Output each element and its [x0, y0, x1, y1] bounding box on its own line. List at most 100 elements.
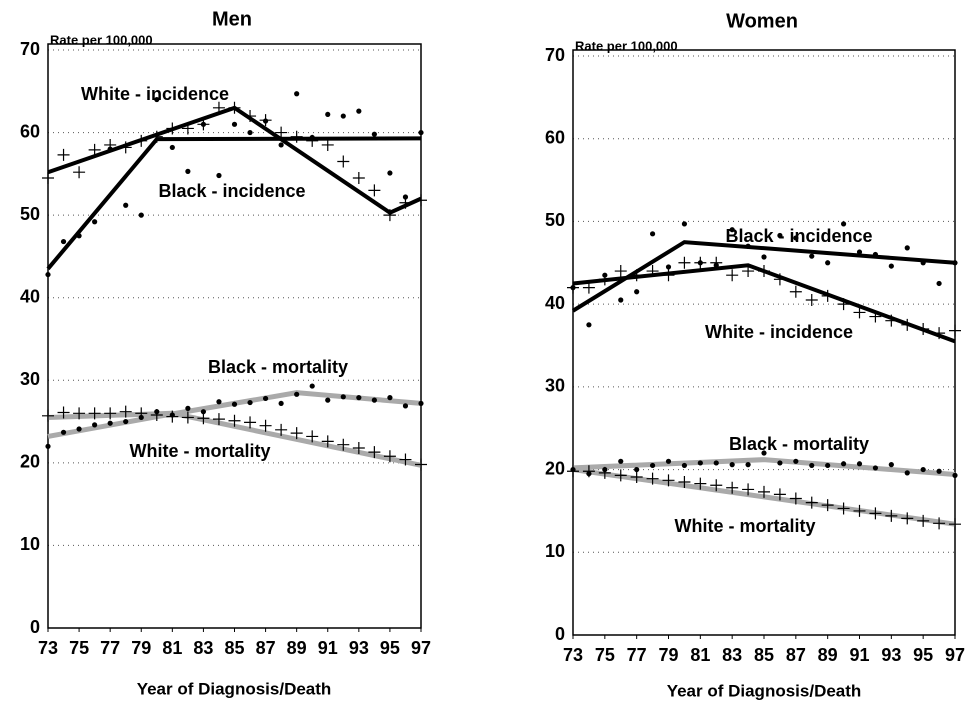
- plus-marker: [259, 419, 272, 432]
- x-tick-label: 73: [563, 645, 583, 665]
- x-tick-label: 81: [690, 645, 710, 665]
- y-tick-label: 40: [545, 293, 565, 313]
- plus-marker: [212, 101, 225, 114]
- dot-marker: [107, 146, 113, 152]
- dot-marker: [45, 443, 51, 449]
- dot-marker: [418, 400, 424, 407]
- x-tick-label: 77: [100, 638, 120, 658]
- dot-marker: [634, 289, 640, 295]
- plus-marker: [119, 141, 132, 154]
- plus-marker: [337, 438, 350, 451]
- plus-marker: [352, 441, 365, 454]
- chart-title: Women: [726, 10, 798, 32]
- plus-marker: [57, 148, 70, 161]
- y-tick-label: 30: [545, 376, 565, 396]
- dot-marker: [856, 461, 863, 467]
- plus-marker: [368, 184, 381, 197]
- x-tick-label: 97: [411, 638, 431, 658]
- plus-marker: [306, 430, 319, 443]
- x-tick-label: 81: [162, 638, 182, 658]
- plus-marker: [181, 122, 194, 135]
- plus-marker: [275, 126, 288, 139]
- x-tick-label: 83: [722, 645, 742, 665]
- dot-marker: [888, 263, 894, 269]
- dot-marker: [665, 264, 672, 270]
- plus-marker: [368, 446, 381, 459]
- dot-marker: [936, 280, 942, 287]
- dot-marker: [200, 121, 207, 127]
- x-tick-label: 85: [224, 638, 244, 658]
- dot-marker: [586, 322, 592, 328]
- plus-marker: [614, 469, 627, 482]
- dot-marker: [247, 399, 253, 406]
- x-tick-label: 93: [349, 638, 369, 658]
- plus-marker: [837, 502, 850, 515]
- plus-marker: [150, 130, 163, 143]
- plus-marker: [135, 134, 148, 147]
- y-tick-label: 30: [20, 369, 40, 389]
- dot-marker: [356, 395, 362, 401]
- y-tick-label: 60: [20, 121, 40, 141]
- plus-marker: [630, 471, 643, 484]
- dot-marker: [952, 260, 958, 266]
- plus-marker: [57, 406, 70, 419]
- plus-marker: [758, 485, 770, 498]
- dot-marker: [309, 134, 315, 141]
- x-tick-label: 91: [318, 638, 338, 658]
- dot-marker: [681, 221, 688, 227]
- y-tick-label: 60: [545, 127, 565, 147]
- plus-marker: [228, 414, 241, 427]
- dot-marker: [856, 249, 863, 255]
- plus-marker: [275, 423, 288, 436]
- plus-marker: [869, 507, 882, 520]
- x-tick-label: 75: [595, 645, 615, 665]
- plus-marker: [901, 512, 914, 525]
- dot-marker: [371, 131, 377, 137]
- dot-marker: [793, 235, 799, 241]
- dot-marker: [777, 232, 783, 239]
- panel: Men Rate per 100,000 Year of Diagnosis/Dea…: [20, 8, 431, 698]
- plus-marker: [901, 318, 914, 331]
- x-tick-label: 87: [786, 645, 806, 665]
- x-axis-label: Year of Diagnosis/Death: [137, 679, 332, 698]
- plus-marker: [933, 517, 946, 530]
- series-label: Black - incidence: [158, 181, 305, 201]
- dot-marker: [92, 219, 98, 225]
- dot-marker: [825, 260, 831, 266]
- x-tick-label: 73: [38, 638, 58, 658]
- plus-marker: [88, 143, 101, 156]
- y-tick-label: 0: [555, 624, 565, 644]
- plus-marker: [694, 477, 707, 490]
- dot-marker: [793, 458, 799, 464]
- plus-marker: [166, 410, 179, 423]
- dot-marker: [649, 231, 656, 237]
- x-tick-label: 97: [945, 645, 965, 665]
- plus-marker: [135, 407, 148, 420]
- dot-marker: [402, 403, 409, 409]
- plus-marker: [42, 409, 54, 422]
- series-label: Black - mortality: [729, 434, 869, 454]
- plus-marker: [244, 110, 257, 123]
- plus-marker: [383, 209, 396, 222]
- series-label: White - mortality: [674, 516, 815, 536]
- plus-marker: [678, 256, 691, 269]
- dot-marker: [777, 460, 783, 466]
- plus-marker: [244, 416, 257, 429]
- plus-marker: [383, 450, 396, 463]
- plus-marker: [166, 122, 179, 135]
- dot-marker: [356, 108, 362, 114]
- plot-frame: [572, 49, 956, 636]
- series-label: White - incidence: [81, 84, 229, 104]
- plus-marker: [73, 407, 86, 420]
- series-label: White - incidence: [705, 322, 853, 342]
- plus-marker: [789, 492, 802, 505]
- y-tick-label: 10: [545, 541, 565, 561]
- dot-marker: [247, 129, 253, 136]
- plus-marker: [321, 435, 334, 448]
- x-tick-label: 77: [627, 645, 647, 665]
- dot-marker: [76, 426, 82, 432]
- dot-marker: [387, 395, 393, 401]
- plus-marker: [853, 504, 866, 517]
- dot-marker: [697, 260, 703, 266]
